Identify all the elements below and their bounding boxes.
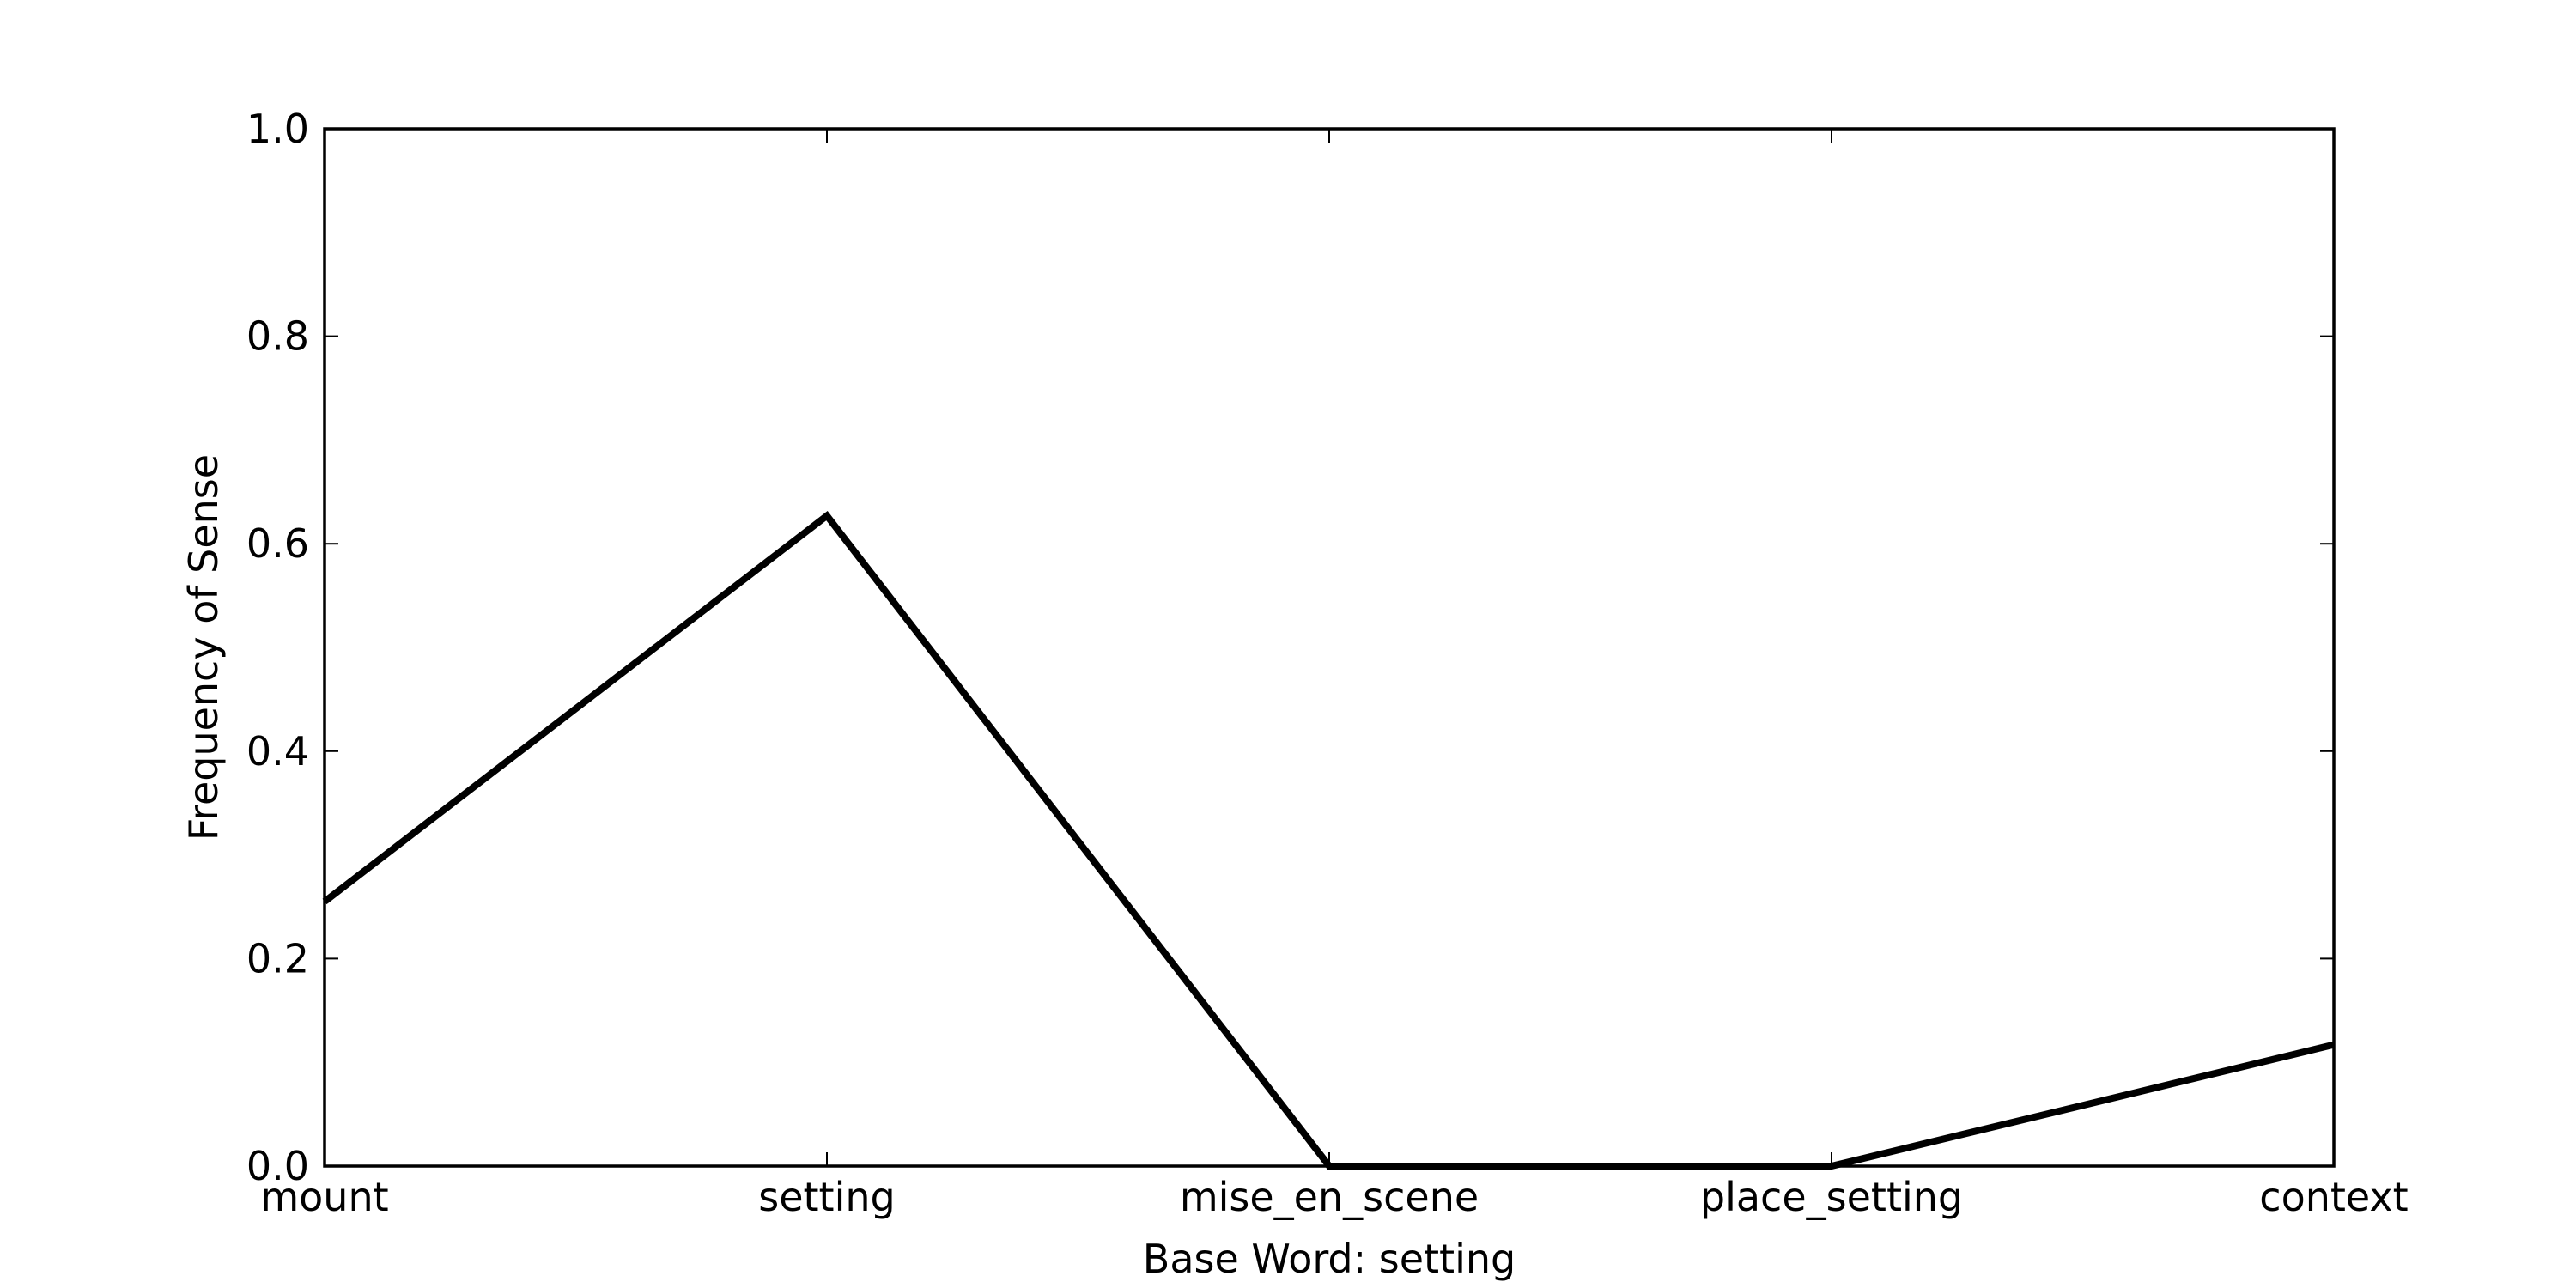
y-axis-ticks: 0.0 0.2 0.4 0.6 0.8 1.0 [246, 106, 2334, 1189]
plot-area-background [325, 129, 2334, 1166]
y-tick-label: 0.8 [246, 313, 309, 360]
x-tick-label: place_setting [1700, 1174, 1963, 1220]
plot-frame [323, 127, 2336, 1168]
x-tick-label: context [2259, 1174, 2408, 1220]
x-axis-title: Base Word: setting [1143, 1236, 1516, 1282]
x-tick-label: mount [260, 1174, 388, 1220]
y-axis-title: Frequency of Sense [180, 454, 227, 841]
y-tick-label: 0.6 [246, 520, 309, 567]
y-tick-label: 0.4 [246, 728, 309, 775]
y-tick-label: 0.2 [246, 935, 309, 981]
x-axis-ticks: mount setting mise_en_scene place_setting co… [260, 129, 2409, 1220]
y-tick-label: 0.0 [246, 1143, 309, 1189]
x-tick-label: setting [758, 1174, 895, 1220]
x-tick-label: mise_en_scene [1180, 1174, 1479, 1220]
y-tick-label: 1.0 [246, 106, 309, 152]
data-point [826, 515, 828, 517]
